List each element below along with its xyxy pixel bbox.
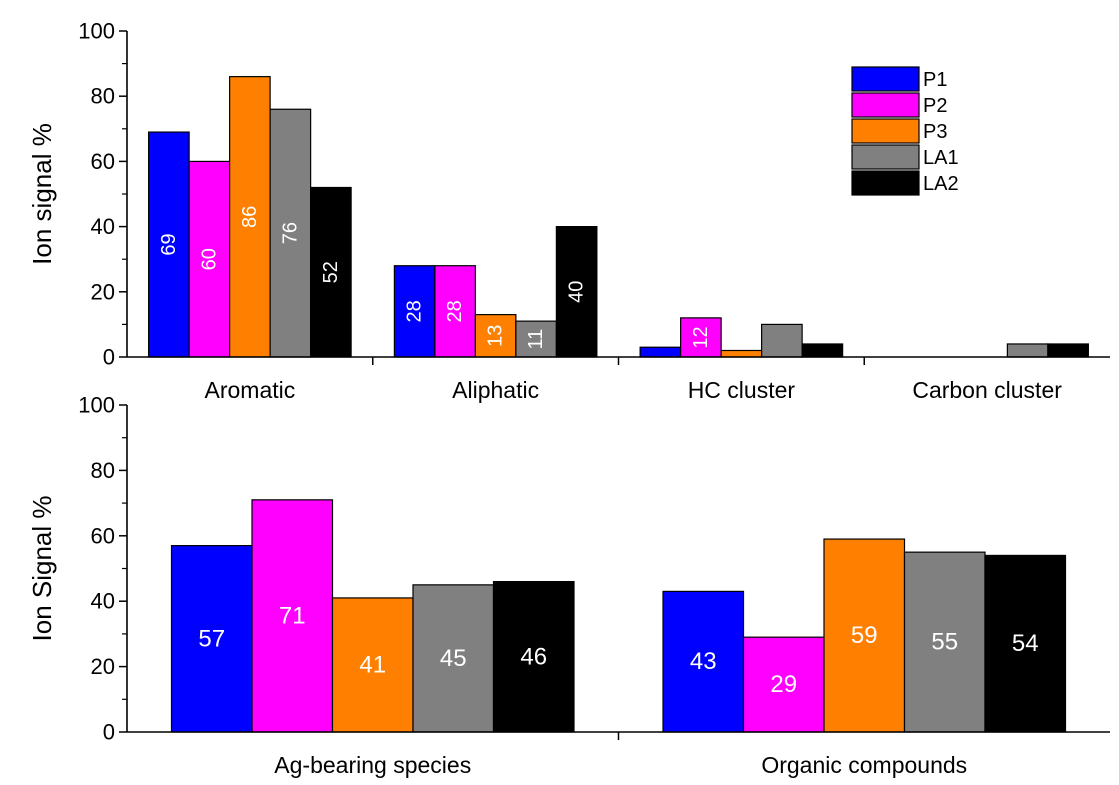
legend-label-p3: P3 <box>923 121 947 143</box>
data-label-p1-2: 43 <box>690 648 717 675</box>
data-label-p3-1: 41 <box>359 651 386 678</box>
y-tick-label: 60 <box>91 523 115 548</box>
data-label-p2-1: 71 <box>279 602 306 629</box>
legend-label-p1: P1 <box>923 69 947 91</box>
y-tick-label: 0 <box>103 345 115 370</box>
data-label-p2-1: 60 <box>198 248 220 270</box>
y-tick-label: 0 <box>103 720 115 745</box>
y-tick-label: 80 <box>91 458 115 483</box>
chart-legend: P1 P2 P3 LA1 LA2 <box>851 66 959 196</box>
y-tick-label: 20 <box>91 279 115 304</box>
bar-p2-1 <box>251 499 334 733</box>
legend-swatch-la2 <box>851 170 920 196</box>
bar-p3-2 <box>474 314 517 358</box>
category-label: Aromatic <box>205 377 296 403</box>
y-axis-title: Ion signal % <box>27 123 57 265</box>
y-tick-label: 60 <box>91 149 115 174</box>
bar-p2-1 <box>188 160 231 358</box>
category-label: Carbon cluster <box>912 377 1062 403</box>
data-label-p3-2: 13 <box>485 325 507 347</box>
chart-panel-1: 69 60 86 76 52 Aromatic 28 28 13 11 40 Aliphatic 12 H… <box>27 19 1110 403</box>
y-tick-label: 80 <box>91 84 115 109</box>
bar-p1-2 <box>662 590 745 733</box>
bar-p1-1 <box>170 545 253 733</box>
data-label-la2-1: 52 <box>320 261 342 283</box>
data-label-la2-1: 46 <box>520 643 547 670</box>
y-tick-label: 100 <box>78 393 115 418</box>
bar-la2-2 <box>984 554 1067 733</box>
bar-la1-1 <box>412 584 495 733</box>
bar-la2-4 <box>1047 343 1089 358</box>
legend-label-la1: LA1 <box>923 147 959 169</box>
category-label: Organic compounds <box>761 752 967 778</box>
data-label-p1-1: 69 <box>158 233 180 255</box>
category-label: Ag-bearing species <box>274 752 471 778</box>
bar-p3-1 <box>229 76 271 358</box>
data-label-p1-2: 28 <box>404 300 426 322</box>
bar-la2-2 <box>555 226 598 358</box>
data-label-p2-2: 29 <box>770 671 797 698</box>
data-label-p3-2: 59 <box>851 622 878 649</box>
data-label-p3-1: 86 <box>239 206 261 228</box>
data-label-la1-1: 45 <box>440 645 467 672</box>
bar-p1-2 <box>393 265 436 358</box>
legend-swatch-p1 <box>851 66 920 92</box>
bar-p1-1 <box>148 131 190 358</box>
data-label-p2-3: 12 <box>690 326 712 348</box>
data-label-la2-2: 54 <box>1012 630 1039 657</box>
y-tick-label: 100 <box>78 19 115 44</box>
bar-la2-1 <box>492 580 575 733</box>
bar-la1-4 <box>1006 343 1049 358</box>
chart-panel-2: 57 71 41 45 46 Ag-bearing species 43 29 59 55 54 Or… <box>27 393 1110 778</box>
bar-p3-3 <box>720 349 763 358</box>
data-label-la2-2: 40 <box>566 281 588 303</box>
y-tick-label: 20 <box>91 654 115 679</box>
bar-la1-2 <box>903 551 986 733</box>
y-axis-title: Ion Signal % <box>27 496 57 642</box>
bar-p1-3 <box>639 346 682 358</box>
legend-label-p2: P2 <box>923 95 947 117</box>
legend-swatch-la1 <box>851 144 920 170</box>
bar-p2-3 <box>680 317 722 358</box>
data-label-p2-2: 28 <box>444 300 466 322</box>
legend-label-la2: LA2 <box>923 173 959 195</box>
legend-swatch-p2 <box>851 92 920 118</box>
bar-la1-3 <box>761 323 803 358</box>
data-label-la1-1: 76 <box>279 222 301 244</box>
bar-p3-2 <box>823 538 906 733</box>
data-label-la1-2: 55 <box>931 629 958 656</box>
category-label: Aliphatic <box>452 377 539 403</box>
category-label: HC cluster <box>688 377 796 403</box>
y-tick-label: 40 <box>91 214 115 239</box>
legend-swatch-p3 <box>851 118 920 144</box>
data-label-p1-1: 57 <box>198 625 225 652</box>
data-label-la1-2: 11 <box>525 329 547 350</box>
bar-p3-1 <box>331 597 414 733</box>
bar-la2-3 <box>801 343 844 358</box>
y-tick-label: 40 <box>91 589 115 614</box>
bar-p2-2 <box>742 636 825 733</box>
